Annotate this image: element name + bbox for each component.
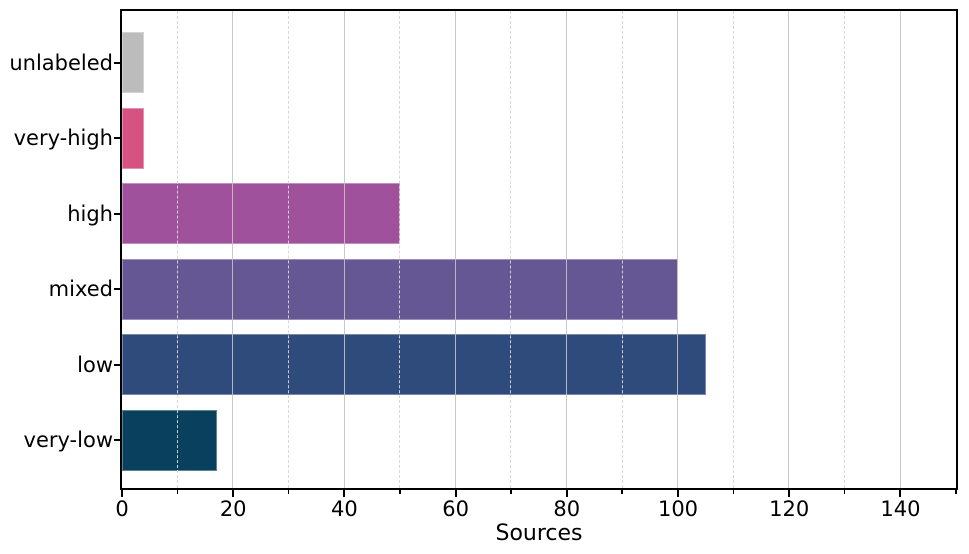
y-tick-label-high: high (67, 201, 113, 226)
major-gridline (454, 11, 456, 488)
x-tick-label-140: 140 (880, 497, 921, 521)
x-tick-mark-major (899, 490, 902, 497)
minor-gridline (844, 11, 846, 488)
x-tick-mark-minor (732, 490, 735, 494)
minor-gridline (176, 11, 178, 488)
major-gridline (343, 11, 345, 488)
minor-gridline (288, 11, 290, 488)
x-tick-mark-minor (955, 490, 957, 494)
x-tick-mark-major (454, 490, 457, 497)
y-tick-mark (114, 439, 120, 441)
minor-gridline (621, 11, 623, 488)
y-tick-mark (114, 363, 120, 366)
x-tick-mark-major (788, 490, 791, 497)
x-tick-mark-minor (843, 490, 846, 494)
minor-gridline (732, 11, 734, 488)
y-tick-mark (114, 212, 120, 215)
y-tick-label-low: low (77, 352, 113, 377)
y-tick-mark (114, 137, 120, 139)
plot-area (120, 9, 958, 490)
x-tick-mark-minor (399, 490, 401, 494)
x-tick-mark-minor (510, 490, 512, 494)
y-tick-mark (114, 288, 120, 290)
bar-high (122, 183, 400, 244)
bar-very-low (122, 409, 217, 471)
x-tick-mark-major (343, 490, 346, 497)
x-tick-mark-minor (176, 490, 179, 494)
major-gridline (788, 11, 790, 488)
major-gridline (899, 11, 901, 488)
x-tick-mark-minor (287, 490, 290, 494)
x-tick-label-0: 0 (115, 497, 129, 521)
x-tick-label-80: 80 (553, 497, 581, 521)
major-gridline (566, 11, 568, 488)
minor-gridline (399, 11, 401, 488)
y-tick-label-very-low: very-low (23, 428, 113, 452)
x-tick-label-60: 60 (442, 497, 469, 521)
major-gridline (677, 11, 679, 488)
x-tick-label-100: 100 (657, 497, 699, 521)
x-tick-label-40: 40 (331, 497, 358, 521)
x-axis-label: Sources (495, 521, 583, 546)
y-tick-label-unlabeled: unlabeled (9, 50, 113, 75)
x-tick-mark-major (677, 490, 679, 497)
x-tick-mark-major (232, 490, 235, 497)
x-tick-mark-minor (621, 490, 623, 494)
major-gridline (232, 11, 234, 488)
x-tick-label-120: 120 (769, 497, 810, 521)
y-tick-label-very-high: very-high (13, 126, 113, 150)
x-tick-label-20: 20 (219, 497, 247, 521)
bar-low (122, 334, 706, 395)
x-tick-mark-major (565, 490, 568, 497)
bar-very-high (122, 107, 145, 169)
y-tick-mark (114, 61, 120, 64)
x-tick-mark-major (121, 490, 123, 497)
minor-gridline (510, 11, 512, 488)
y-tick-label-mixed: mixed (48, 277, 113, 301)
bar-unlabeled (122, 32, 145, 93)
